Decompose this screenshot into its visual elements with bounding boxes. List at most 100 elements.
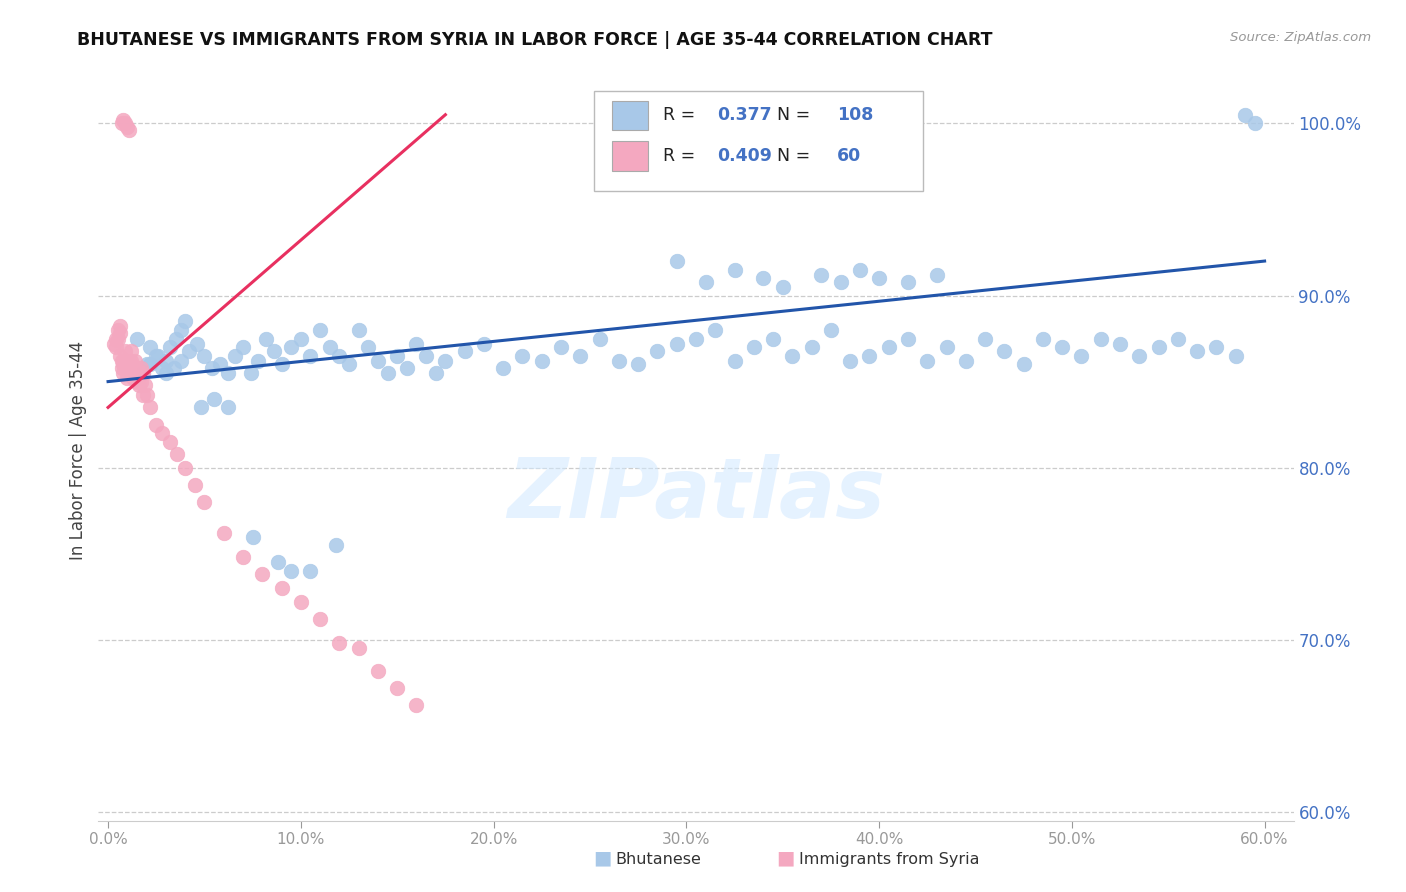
Point bbox=[1032, 332, 1054, 346]
Point bbox=[280, 564, 302, 578]
Point bbox=[120, 343, 142, 358]
Point bbox=[118, 123, 141, 137]
Text: BHUTANESE VS IMMIGRANTS FROM SYRIA IN LABOR FORCE | AGE 35-44 CORRELATION CHART: BHUTANESE VS IMMIGRANTS FROM SYRIA IN LA… bbox=[77, 31, 993, 49]
Point bbox=[159, 434, 181, 449]
Point bbox=[122, 371, 145, 385]
FancyBboxPatch shape bbox=[595, 91, 922, 191]
Point bbox=[103, 336, 125, 351]
Point bbox=[132, 388, 155, 402]
Point bbox=[309, 323, 332, 337]
Text: R =: R = bbox=[662, 147, 700, 165]
Point bbox=[107, 323, 129, 337]
Point bbox=[263, 343, 285, 358]
Text: ZIPatlas: ZIPatlas bbox=[508, 454, 884, 535]
Point bbox=[974, 332, 997, 346]
Point bbox=[319, 340, 342, 354]
Point bbox=[367, 354, 389, 368]
Point bbox=[104, 332, 127, 346]
Point bbox=[170, 323, 193, 337]
Point bbox=[174, 314, 197, 328]
Point bbox=[132, 366, 155, 380]
Point bbox=[217, 366, 239, 380]
Point bbox=[492, 360, 515, 375]
Point bbox=[270, 357, 292, 371]
Point bbox=[685, 332, 707, 346]
Point bbox=[122, 360, 145, 375]
Point bbox=[270, 581, 292, 595]
Text: 0.377: 0.377 bbox=[717, 106, 772, 125]
Point bbox=[107, 332, 129, 346]
Point bbox=[858, 349, 880, 363]
Point bbox=[252, 567, 274, 582]
Point bbox=[868, 271, 890, 285]
Point bbox=[935, 340, 957, 354]
Point bbox=[839, 354, 862, 368]
Point bbox=[385, 681, 409, 695]
Point bbox=[150, 426, 173, 441]
Point bbox=[588, 332, 610, 346]
Point bbox=[1070, 349, 1092, 363]
Point bbox=[1205, 340, 1227, 354]
Point bbox=[159, 340, 181, 354]
Point bbox=[357, 340, 380, 354]
Point bbox=[145, 417, 167, 432]
Point bbox=[124, 366, 146, 380]
Point bbox=[810, 268, 832, 282]
Point bbox=[129, 360, 152, 375]
Point bbox=[772, 280, 794, 294]
Point bbox=[125, 375, 148, 389]
Point bbox=[155, 366, 177, 380]
Point bbox=[299, 564, 322, 578]
Point bbox=[328, 636, 350, 650]
Point bbox=[762, 332, 785, 346]
Point bbox=[309, 612, 332, 626]
Point bbox=[337, 357, 360, 371]
Point bbox=[193, 495, 215, 509]
Text: N =: N = bbox=[778, 147, 815, 165]
Point bbox=[395, 360, 418, 375]
Bar bbox=[613, 141, 648, 171]
Point bbox=[212, 526, 235, 541]
Point bbox=[124, 354, 146, 368]
Point bbox=[122, 366, 145, 380]
Point bbox=[385, 349, 409, 363]
Point bbox=[135, 357, 157, 371]
Point bbox=[166, 447, 188, 461]
Point bbox=[1012, 357, 1035, 371]
Point bbox=[695, 275, 717, 289]
Point bbox=[108, 349, 131, 363]
Point bbox=[1050, 340, 1073, 354]
Point bbox=[1167, 332, 1189, 346]
Point bbox=[190, 401, 212, 415]
Point bbox=[139, 357, 162, 371]
Point bbox=[1234, 108, 1257, 122]
Point bbox=[129, 375, 152, 389]
Point bbox=[217, 401, 239, 415]
Point bbox=[232, 340, 254, 354]
Point bbox=[347, 323, 370, 337]
Point bbox=[254, 332, 277, 346]
Point bbox=[723, 354, 745, 368]
Point bbox=[125, 360, 148, 375]
Point bbox=[112, 112, 135, 127]
Point bbox=[145, 349, 167, 363]
Point bbox=[897, 332, 920, 346]
Text: Immigrants from Syria: Immigrants from Syria bbox=[799, 852, 979, 867]
Point bbox=[1244, 116, 1267, 130]
Point bbox=[434, 354, 457, 368]
Point bbox=[925, 268, 948, 282]
Point bbox=[139, 401, 162, 415]
Point bbox=[1109, 336, 1132, 351]
Point bbox=[208, 357, 231, 371]
Point bbox=[290, 595, 312, 609]
Point bbox=[877, 340, 900, 354]
Point bbox=[242, 530, 264, 544]
Point bbox=[114, 116, 136, 130]
Point bbox=[1225, 349, 1247, 363]
Text: ■: ■ bbox=[593, 848, 612, 867]
Text: 60: 60 bbox=[837, 147, 862, 165]
Point bbox=[849, 262, 872, 277]
Point bbox=[148, 349, 170, 363]
Point bbox=[472, 336, 495, 351]
Text: ■: ■ bbox=[776, 848, 794, 867]
